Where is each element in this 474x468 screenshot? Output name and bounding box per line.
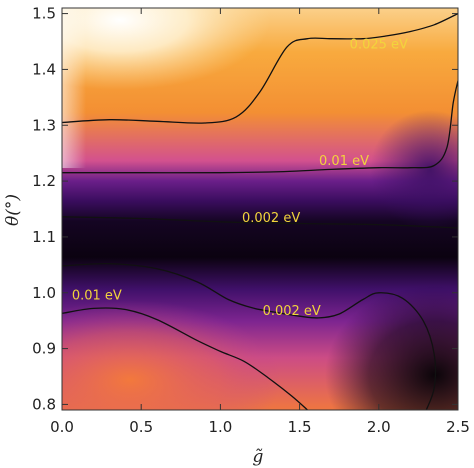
contour-label-4: 0.01 eV xyxy=(72,289,122,304)
y-tick-label: 1.3 xyxy=(32,116,56,134)
x-tick-label: 2.5 xyxy=(446,418,470,436)
contour-label-0: 0.025 eV xyxy=(350,37,408,52)
y-axis-title: θ(°) xyxy=(3,194,23,226)
contour-line-0 xyxy=(62,13,458,124)
y-tick-label: 1.5 xyxy=(32,5,56,23)
contour-label-2: 0.002 eV xyxy=(242,211,300,226)
contour-line-2 xyxy=(62,216,458,229)
y-tick-label: 1.1 xyxy=(32,228,56,246)
contour-line-4 xyxy=(62,307,308,410)
contour-label-3: 0.002 eV xyxy=(263,304,321,319)
x-tick-label: 1.0 xyxy=(208,418,232,436)
contour-line-1 xyxy=(62,80,458,174)
x-axis-title: g̃ xyxy=(253,447,264,467)
x-tick-label: 0.5 xyxy=(129,418,153,436)
y-tick-label: 0.8 xyxy=(32,395,56,413)
x-tick-label: 1.5 xyxy=(288,418,312,436)
y-tick-label: 0.9 xyxy=(32,340,56,358)
plot-frame xyxy=(61,7,459,411)
x-tick-label: 2.0 xyxy=(367,418,391,436)
y-tick-label: 1.0 xyxy=(32,284,56,302)
contour-label-1: 0.01 eV xyxy=(319,154,369,169)
y-tick-label: 1.4 xyxy=(32,60,56,78)
x-tick-label: 0.0 xyxy=(50,418,74,436)
contour-line-3 xyxy=(62,263,437,410)
y-tick-label: 1.2 xyxy=(32,172,56,190)
